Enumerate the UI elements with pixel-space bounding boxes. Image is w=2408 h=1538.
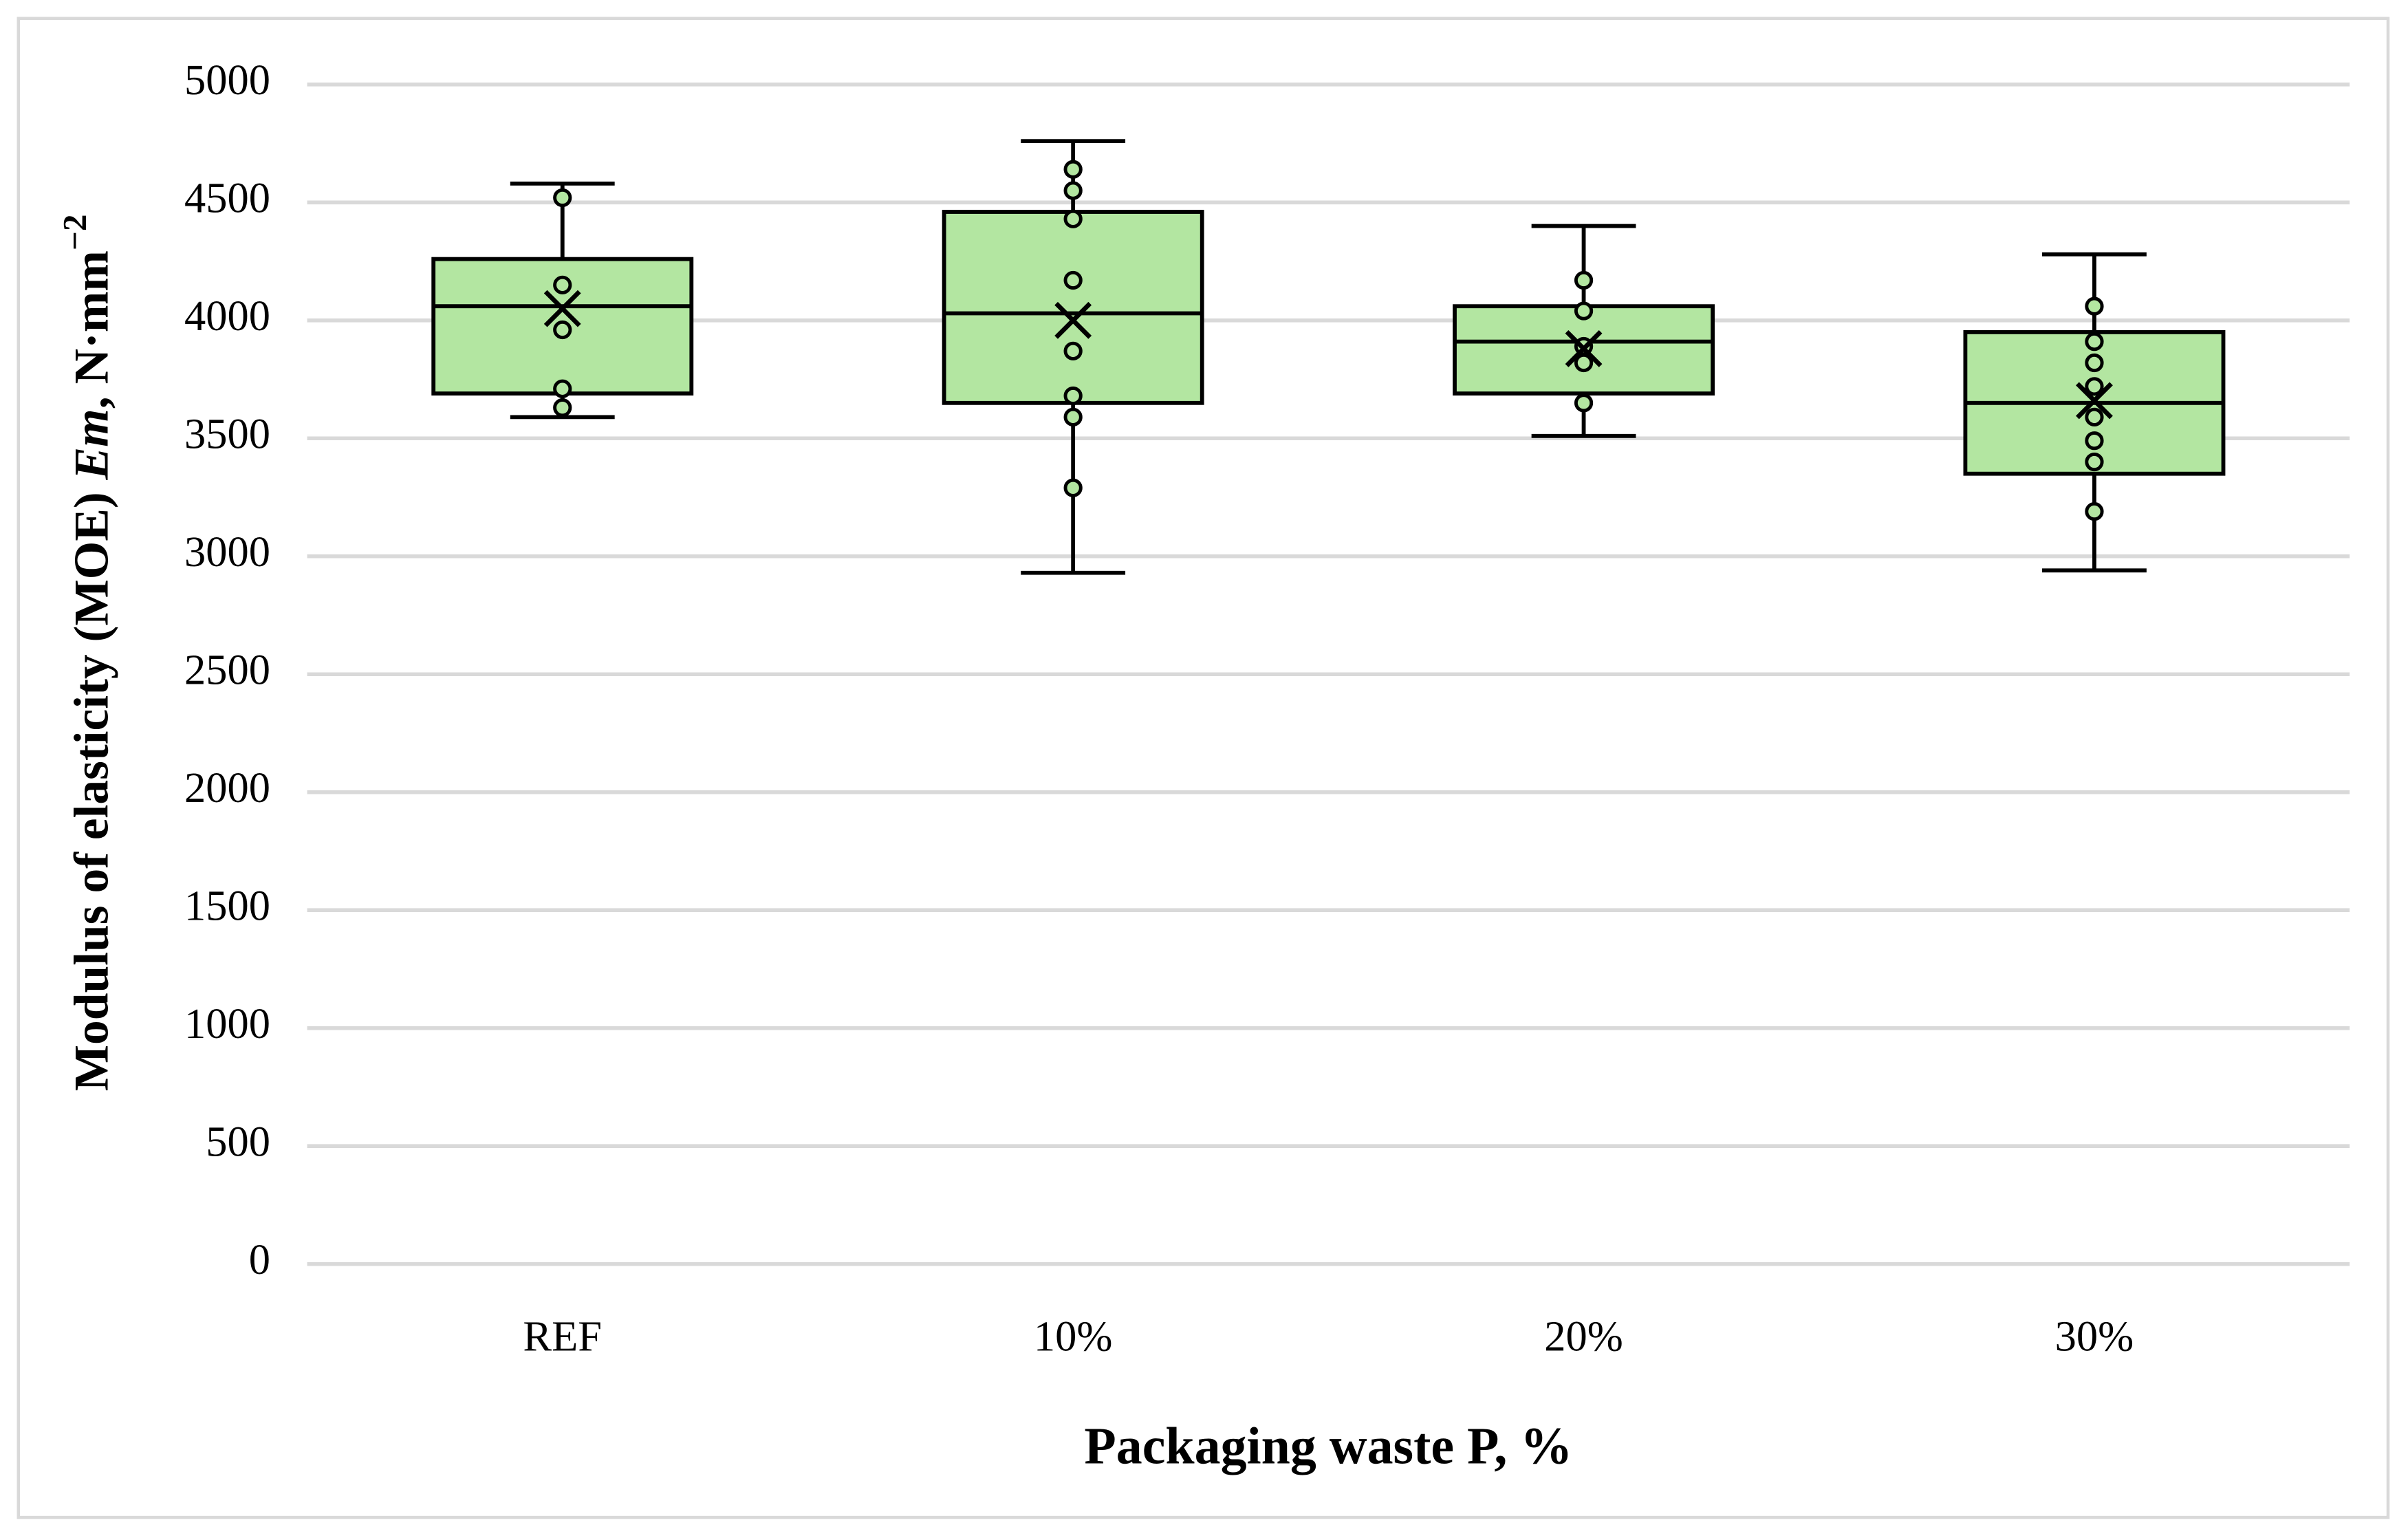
y-tick-label: 2500 — [184, 646, 270, 694]
data-point — [1063, 181, 1083, 200]
data-point — [2085, 501, 2104, 521]
data-point — [553, 275, 572, 294]
data-point — [2085, 353, 2104, 373]
data-point — [2085, 431, 2104, 451]
data-point — [1063, 386, 1083, 406]
data-point — [2085, 377, 2104, 396]
y-axis-title: Modulus of elasticity (MOE) Em, N·mm−2 — [56, 215, 119, 1092]
y-axis-title-exponent: −2 — [56, 215, 94, 251]
mean-marker — [2076, 382, 2113, 420]
data-point — [553, 320, 572, 340]
y-tick-label: 3000 — [184, 528, 270, 576]
data-point — [1063, 341, 1083, 360]
x-tick-label: 20% — [1544, 1312, 1623, 1361]
data-point — [2085, 407, 2104, 427]
y-tick-label: 1000 — [184, 999, 270, 1048]
data-point — [553, 398, 572, 418]
data-point — [1574, 353, 1594, 373]
y-axis-title-text: Modulus of elasticity (MOE) — [65, 479, 119, 1091]
data-point — [1574, 393, 1594, 413]
data-point — [1574, 270, 1594, 290]
y-tick-label: 3500 — [184, 410, 270, 458]
y-tick-label: 500 — [206, 1118, 270, 1166]
data-point — [1063, 209, 1083, 228]
y-axis-title-unit: , N·mm — [65, 250, 119, 409]
y-tick-label: 1500 — [184, 882, 270, 930]
y-tick-label: 4500 — [184, 174, 270, 222]
y-tick-label: 4000 — [184, 292, 270, 340]
data-point — [1063, 478, 1083, 497]
x-tick-label: 30% — [2055, 1312, 2134, 1361]
x-axis-title: Packaging waste P, % — [1084, 1417, 1572, 1475]
mean-marker — [1054, 301, 1092, 339]
mean-marker — [1565, 330, 1603, 367]
data-point — [2085, 296, 2104, 316]
data-point — [1574, 301, 1594, 321]
y-axis-title-symbol: Em — [65, 409, 119, 480]
y-tick-label: 0 — [249, 1235, 270, 1284]
mean-marker — [543, 290, 581, 327]
box — [942, 210, 1204, 405]
plot-area: REF 10% 20% 30% — [431, 139, 2226, 1361]
data-point — [2085, 452, 2104, 472]
data-point — [1063, 270, 1083, 290]
y-tick-label: 2000 — [184, 763, 270, 812]
x-tick-label: REF — [523, 1312, 602, 1361]
data-point — [553, 188, 572, 208]
data-point — [553, 379, 572, 398]
data-point — [1063, 160, 1083, 179]
data-point — [1063, 407, 1083, 427]
grid: 0 500 1000 1500 2000 2500 3000 3500 4000 4500 5000 — [184, 56, 2350, 1284]
y-tick-label: 5000 — [184, 56, 270, 104]
x-tick-label: 10% — [1034, 1312, 1113, 1361]
data-point — [2085, 332, 2104, 351]
